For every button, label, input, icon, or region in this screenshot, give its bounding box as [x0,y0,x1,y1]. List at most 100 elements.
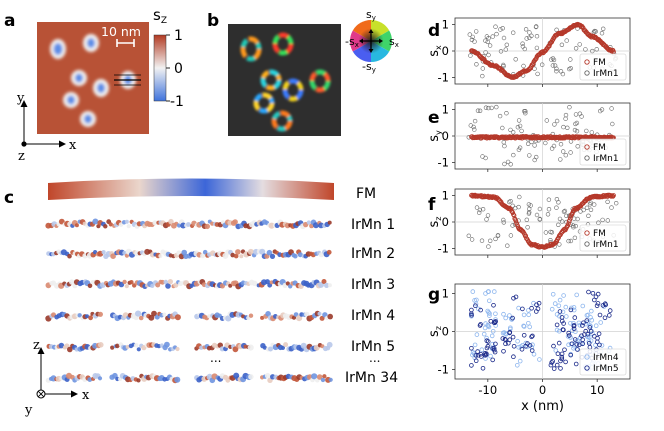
irmn4-point [482,325,488,331]
fm-point [555,236,561,241]
irmn4-point [481,331,487,337]
legend-marker [584,230,590,236]
irmn1-point [524,36,529,41]
irmn1-point [529,33,534,38]
irmn5-point [558,358,563,364]
fm-point [511,212,516,217]
irmn5-point [530,333,535,339]
irmn1-point [469,237,475,242]
irmn5-point [501,348,506,354]
irmn1-point [527,30,532,35]
layer-strip [45,218,332,230]
irmn5-point [594,339,600,345]
y-tick-label: 0 [442,215,449,229]
irmn5-point [559,351,565,357]
irmn1-point [517,194,522,200]
panel-label-g: g [428,285,440,305]
irmn5-point [473,303,478,309]
irmn1-point [609,205,614,210]
irmn5-point [600,303,606,308]
irmn5-point [555,351,561,357]
irmn-layer-strips [45,218,334,384]
irmn1-point [567,104,572,110]
axis-y-label-c: y [24,403,33,418]
irmn4-point [476,306,481,312]
irmn1-point [552,122,557,127]
irmn1-point [493,24,498,29]
irmn1-point [513,57,518,62]
irmn1-point [537,206,543,212]
irmn5-point [511,354,516,360]
irmn1-point [533,24,539,30]
legend-label: IrMn5 [593,364,619,374]
irmn1-point [596,220,601,225]
irmn5-point [491,347,497,353]
irmn1-point [587,202,593,207]
irmn5-point [493,319,498,325]
irmn5-point [554,322,560,328]
irmn1-point [483,105,489,110]
irmn1-point [475,108,481,113]
irmn5-point [513,294,519,300]
panel-label-d: d [428,21,440,41]
irmn1-point [510,203,515,209]
irmn5-point [519,346,525,352]
fm-point [611,49,616,54]
irmn5-point [587,325,593,330]
irmn1-point [554,205,559,210]
irmn5-point [469,312,474,318]
y-tick-label: 1 [442,103,449,117]
irmn1-point [501,217,506,223]
irmn1-point [566,238,571,244]
irmn5-point [593,294,599,300]
irmn1-point [490,34,495,39]
irmn1-point [551,143,557,149]
irmn1-point [516,204,521,210]
y-tick-label: -1 [438,155,449,169]
irmn4-point [550,291,556,297]
irmn5-point [573,361,579,367]
irmn1-point [568,150,573,155]
irmn5-point [557,309,563,314]
irmn5-point [566,333,572,338]
irmn1-point [511,130,516,135]
irmn5-point [511,295,516,301]
irmn1-point [497,113,503,119]
irmn1-point [520,44,526,49]
irmn1-point [563,112,569,118]
irmn5-point [507,329,513,335]
irmn1-point [586,213,591,219]
irmn5-point [507,337,513,343]
irmn1-point [486,105,491,111]
legend-marker [584,155,590,161]
y-axis-label: sz [427,217,443,228]
axis-x-label-c: x [82,388,90,403]
irmn5-point [529,334,534,340]
x-tick-label: -10 [478,383,497,397]
irmn1-point [543,230,549,235]
irmn1-point [522,108,527,114]
irmn1-point [589,130,594,135]
irmn1-point [480,66,485,71]
irmn1-point [508,162,513,167]
irmn5-point [491,302,496,308]
axis-z-label-c: z [33,338,40,353]
irmn1-point [489,105,494,111]
irmn4-point [503,315,509,321]
irmn1-point [524,217,529,223]
irmn4-point [531,351,537,357]
irmn1-point [534,33,540,39]
fm-layer-strip [48,178,334,200]
irmn5-point [595,291,601,297]
legend-marker [584,59,590,65]
irmn1-point [575,144,580,149]
irmn5-point [551,366,557,371]
irmn1-point [527,153,532,158]
irmn4-point [486,298,492,304]
irmn1-point [546,197,552,202]
irmn4-point [530,342,535,348]
irmn5-point [569,341,575,347]
irmn1-point [498,27,503,32]
irmn1-point [568,57,573,62]
irmn1-point [539,62,545,67]
